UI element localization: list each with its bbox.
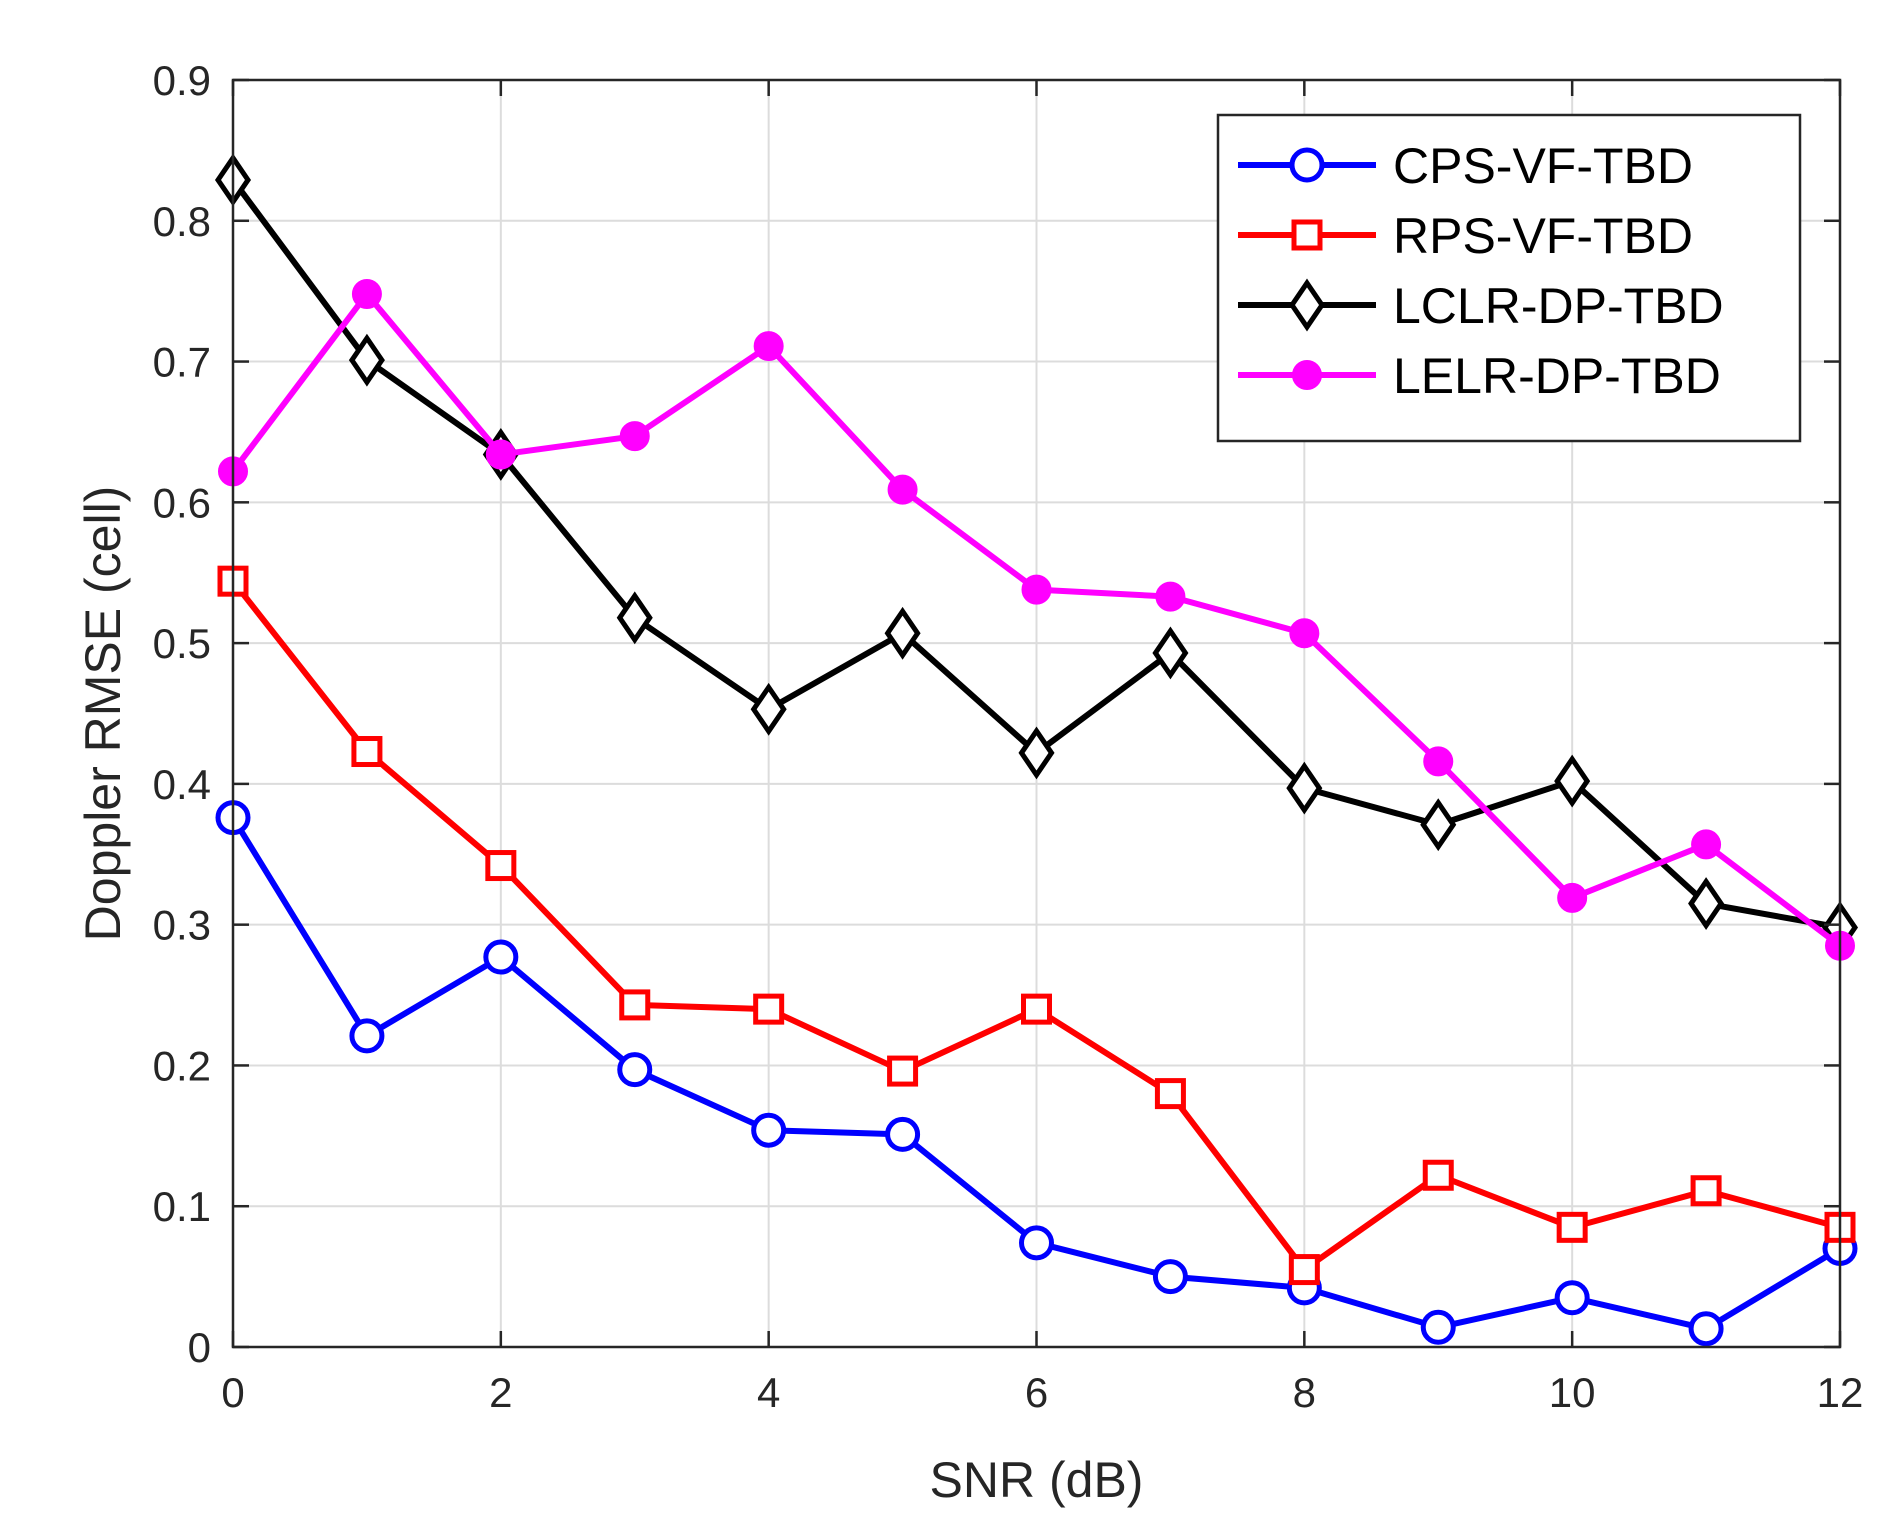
data-point [1691,829,1722,860]
y-tick-label: 0.5 [153,620,211,667]
data-point [1422,1159,1454,1191]
x-tick-label: 12 [1817,1369,1864,1416]
data-point [1554,1280,1590,1316]
data-point [485,439,516,470]
data-point [1152,626,1189,680]
data-point [1420,798,1457,852]
legend-label: LCLR-DP-TBD [1393,278,1724,334]
data-point [1021,993,1052,1025]
data-point [753,993,785,1025]
y-tick-label: 0.4 [153,761,211,808]
y-tick-label: 0.6 [153,479,211,526]
y-tick-label: 0 [188,1324,211,1371]
x-tick-label: 2 [489,1369,512,1416]
series-1 [215,800,1858,1347]
y-tick-label: 0.2 [153,1042,211,1089]
data-point [1019,1225,1054,1261]
data-point [616,591,653,645]
data-point [887,474,918,505]
legend-label: RPS-VF-TBD [1393,208,1693,264]
x-axis-label: SNR (dB) [930,1452,1144,1508]
y-axis-label: Doppler RMSE (cell) [75,486,131,942]
data-point [1289,618,1320,649]
data-point [884,606,921,660]
data-point [1557,882,1588,913]
data-point [750,682,787,736]
data-point [348,333,385,387]
data-point [1021,574,1052,605]
data-point [1018,726,1055,780]
axis-ticks: 0 2 4 6 8 10 12 0 0.1 0.2 0.3 0.4 0.5 0.6 0.7 0.8 0.9 [153,57,1864,1416]
legend-label: CPS-VF-TBD [1393,138,1693,194]
legend-entry: LELR-DP-TBD [1238,348,1721,404]
legend-entry: CPS-VF-TBD [1238,138,1693,194]
legend-label: LELR-DP-TBD [1393,348,1721,404]
data-point [751,1112,787,1148]
data-point [483,939,519,975]
data-point [885,1116,921,1152]
x-tick-label: 6 [1025,1369,1048,1416]
x-tick-label: 10 [1549,1369,1596,1416]
x-tick-label: 4 [757,1369,780,1416]
y-tick-label: 0.7 [153,339,211,386]
legend-marker [1292,360,1322,390]
data-point [1688,1311,1724,1347]
data-point [1423,746,1454,777]
legend: CPS-VF-TBD RPS-VF-TBD LCLR-DP-TBD LELR-DP-T… [1216,113,1802,443]
data-point [485,850,517,882]
data-point [1420,1309,1456,1345]
data-point [1556,1211,1588,1243]
data-point [1690,1175,1722,1207]
y-tick-label: 0.9 [153,57,211,104]
data-point [1152,1259,1188,1295]
legend-entry: RPS-VF-TBD [1238,208,1693,264]
y-tick-label: 0.1 [153,1183,211,1230]
legend-marker [1291,219,1323,251]
data-point [351,736,383,768]
y-tick-label: 0.3 [153,902,211,949]
legend-entry: LCLR-DP-TBD [1238,278,1724,334]
y-tick-label: 0.8 [153,198,211,245]
x-tick-label: 0 [221,1369,244,1416]
data-point [351,278,382,309]
legend-marker [1288,278,1326,332]
legend-marker [1289,147,1325,183]
data-point [1288,1254,1320,1286]
series-4 [218,278,1855,961]
x-tick-label: 8 [1293,1369,1316,1416]
data-point [1688,877,1725,930]
data-point [349,1018,385,1054]
data-point [619,421,650,452]
series-2 [217,565,1856,1286]
data-point [617,1052,653,1088]
data-point [753,331,784,362]
data-point [1154,1078,1186,1110]
data-point [1554,754,1591,808]
data-point [887,1055,919,1087]
data-point [619,989,651,1021]
data-point [1286,761,1323,815]
data-point [1155,581,1186,612]
